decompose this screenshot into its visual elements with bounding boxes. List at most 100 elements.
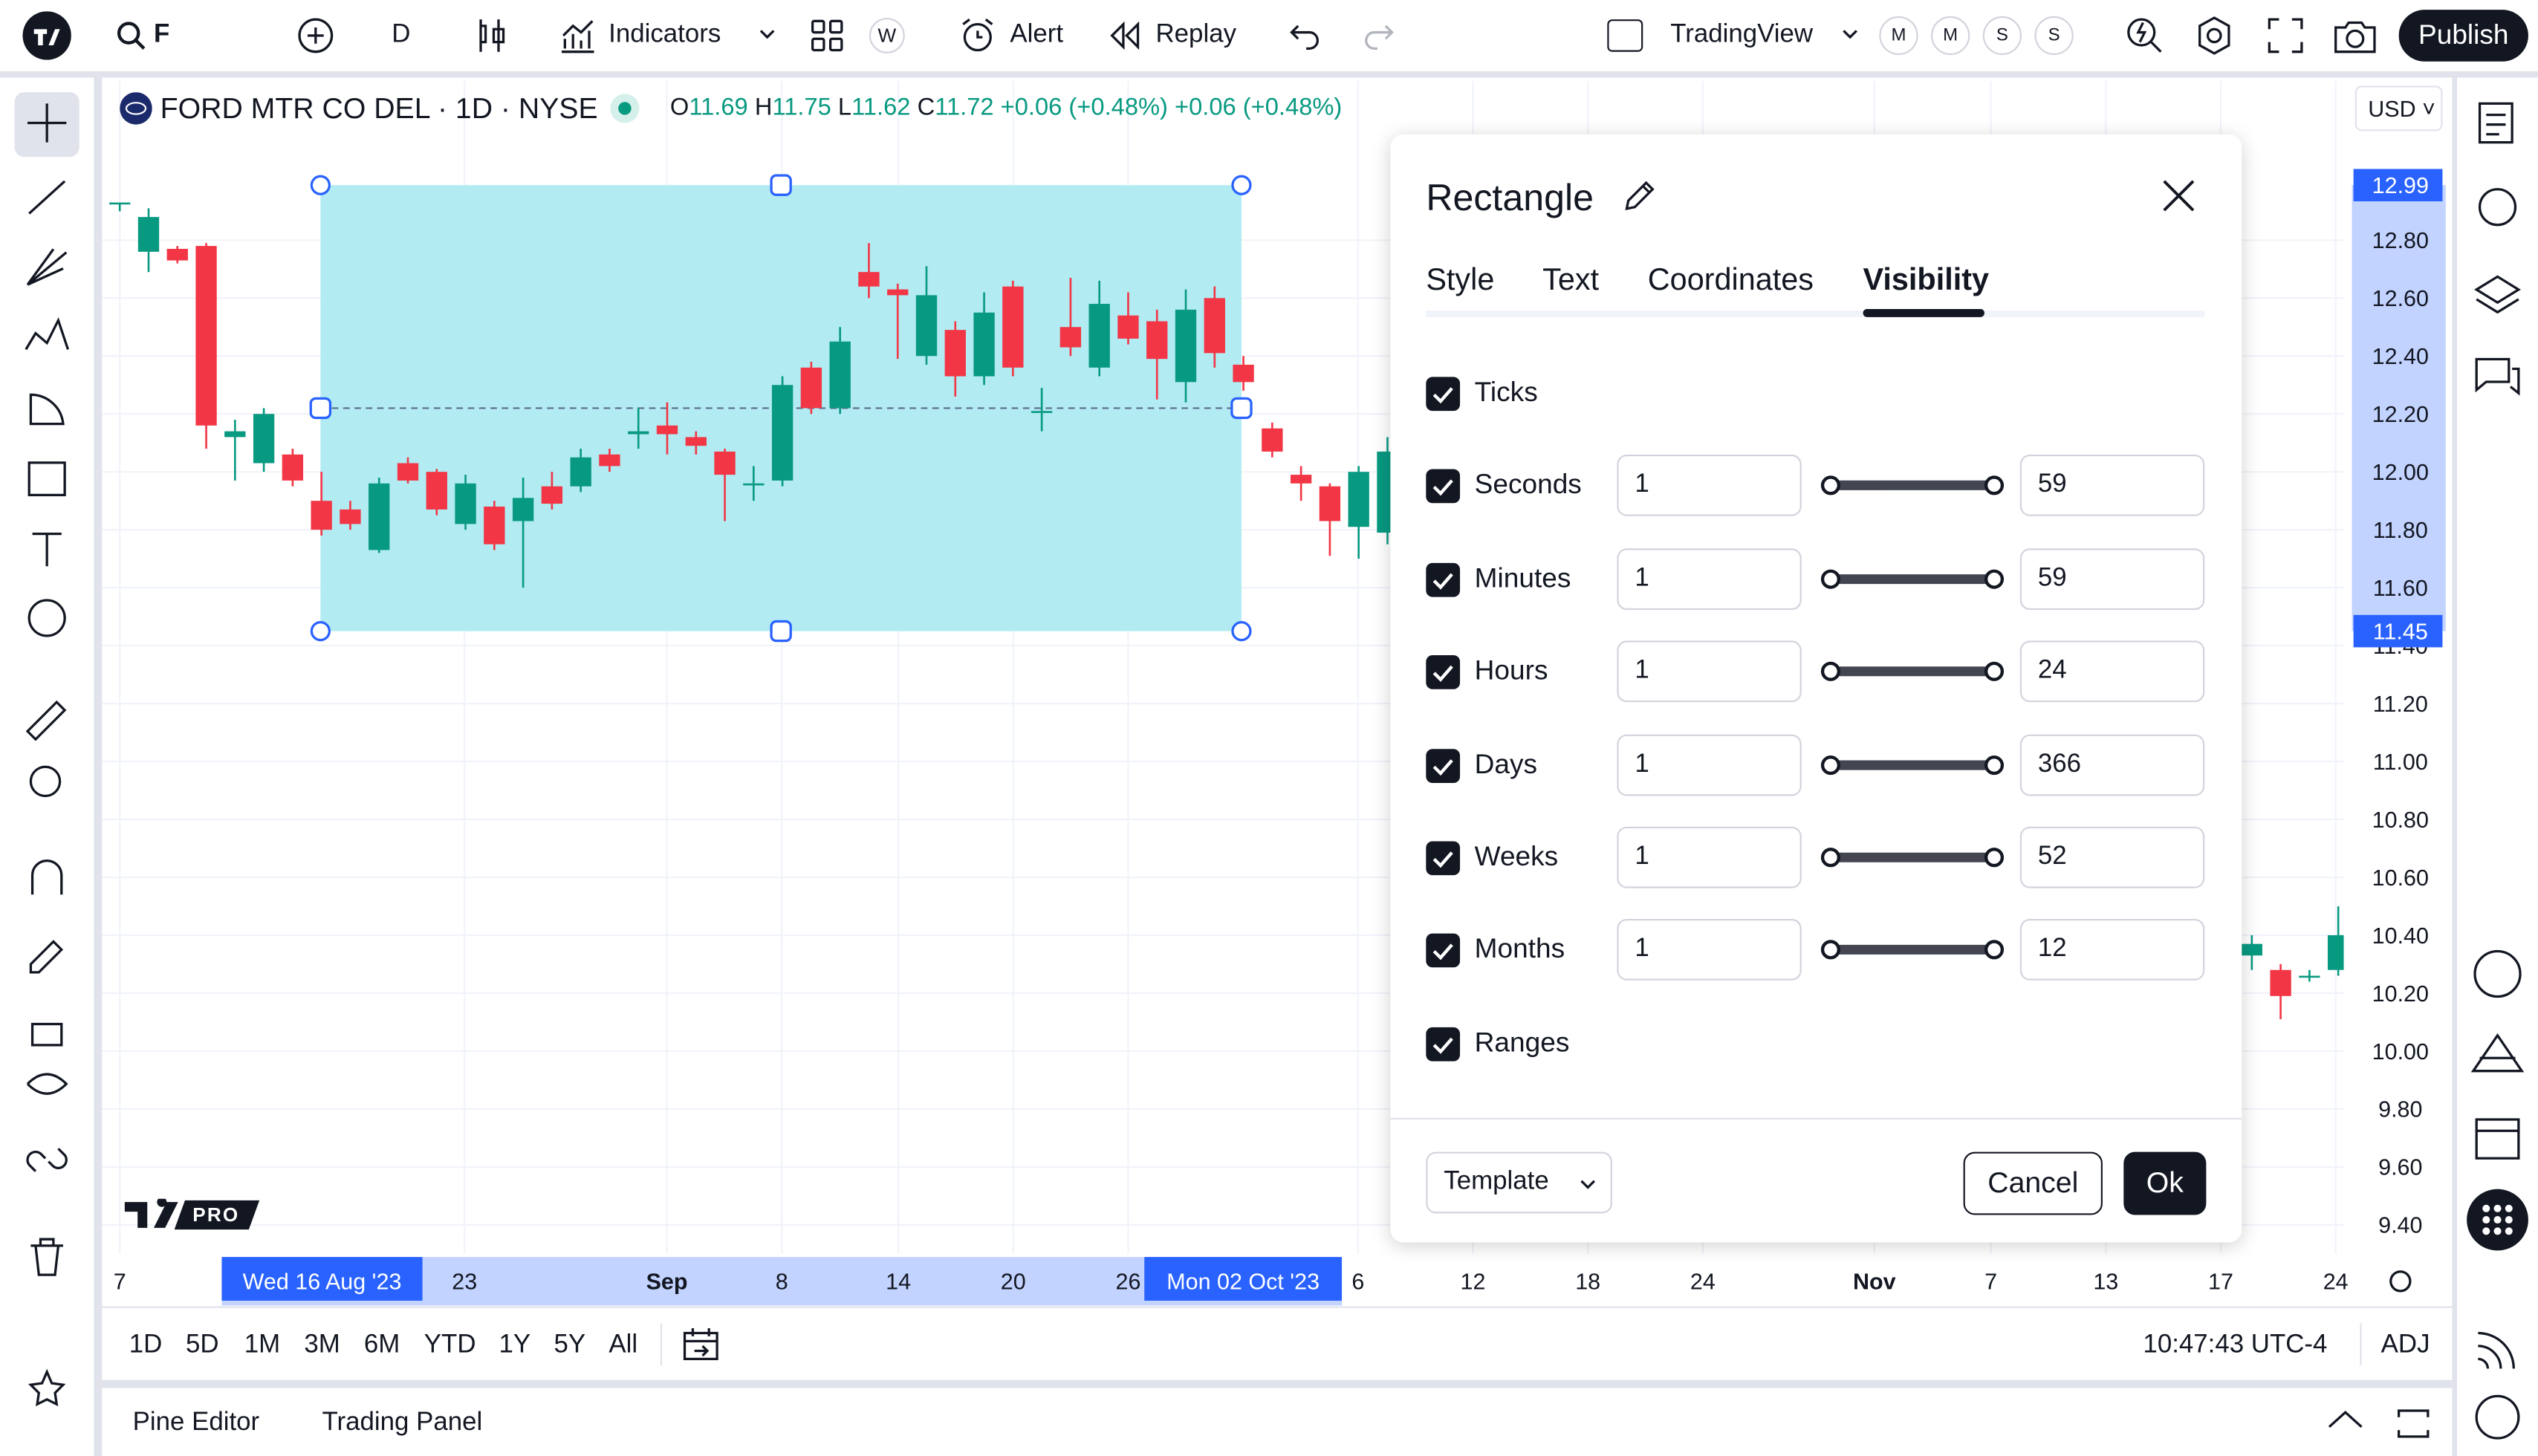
lock-tool[interactable] xyxy=(30,1022,63,1047)
bottom-tab[interactable]: Pine Editor xyxy=(132,1408,260,1437)
checkbox[interactable] xyxy=(1426,1027,1461,1062)
publish-button[interactable]: Publish xyxy=(2398,10,2528,62)
ok-button[interactable]: Ok xyxy=(2123,1151,2207,1215)
slider-handle[interactable] xyxy=(1984,569,2005,589)
undo-icon[interactable] xyxy=(1288,19,1324,52)
ideas-icon[interactable] xyxy=(2470,1033,2525,1073)
indicators-button[interactable]: Indicators xyxy=(608,21,721,49)
clock[interactable]: 10:47:43 UTC-4 xyxy=(2143,1331,2328,1359)
chat-icon[interactable] xyxy=(2475,357,2520,396)
geometric-tool[interactable] xyxy=(27,461,66,497)
delete-tool[interactable] xyxy=(30,1238,63,1276)
add-symbol-icon[interactable] xyxy=(298,18,334,53)
range-button[interactable]: All xyxy=(608,1331,638,1359)
slider-handle[interactable] xyxy=(1820,662,1841,682)
from-input[interactable]: 1 xyxy=(1617,547,1802,610)
emoji-tool[interactable] xyxy=(27,599,66,637)
slider-handle[interactable] xyxy=(1820,848,1841,868)
adjust-button[interactable]: ADJ xyxy=(2380,1331,2430,1359)
currency-button[interactable]: USD ˅ xyxy=(2354,85,2443,131)
from-input[interactable]: 1 xyxy=(1617,455,1802,517)
measure-tool[interactable] xyxy=(25,700,67,741)
symbol[interactable]: F xyxy=(153,21,170,49)
range-button[interactable]: 5D xyxy=(186,1331,219,1359)
chevron[interactable] xyxy=(758,26,777,42)
range-slider[interactable] xyxy=(1828,759,1994,770)
hide-tool[interactable] xyxy=(26,1073,68,1095)
slider-handle[interactable] xyxy=(1820,569,1841,589)
interval[interactable]: D xyxy=(392,21,411,49)
to-input[interactable]: 59 xyxy=(2019,455,2205,517)
alerts-icon[interactable] xyxy=(2478,188,2517,227)
alert-button[interactable]: Alert xyxy=(1010,21,1064,49)
trend-line-tool[interactable] xyxy=(28,180,66,215)
watchlist-icon[interactable] xyxy=(2478,102,2513,144)
favorites-tool[interactable] xyxy=(27,1368,66,1407)
checkbox[interactable] xyxy=(1426,377,1461,412)
fullscreen-icon[interactable] xyxy=(2266,16,2305,55)
maximize-icon[interactable] xyxy=(2395,1408,2431,1440)
rename-icon[interactable] xyxy=(1622,178,1658,214)
snapshot-icon[interactable] xyxy=(2332,16,2378,55)
slider-handle[interactable] xyxy=(1820,755,1841,775)
template-dropdown[interactable]: Template xyxy=(1426,1151,1612,1214)
to-input[interactable]: 52 xyxy=(2019,826,2205,888)
from-input[interactable]: 1 xyxy=(1617,826,1802,888)
slider-handle[interactable] xyxy=(1984,848,2005,868)
layout-badge[interactable]: S xyxy=(1982,16,2022,56)
fib-tool[interactable] xyxy=(26,248,68,286)
to-input[interactable]: 59 xyxy=(2019,547,2205,610)
layout-icon[interactable] xyxy=(1607,19,1643,52)
checkbox[interactable] xyxy=(1426,469,1461,504)
from-input[interactable]: 1 xyxy=(1617,919,1802,981)
crosshair-tool[interactable] xyxy=(27,103,67,143)
to-input[interactable]: 366 xyxy=(2019,733,2205,796)
close-button[interactable] xyxy=(2161,178,2196,214)
range-button[interactable]: 6M xyxy=(363,1331,400,1359)
checkbox[interactable] xyxy=(1426,934,1461,969)
range-slider[interactable] xyxy=(1828,573,1994,584)
symbol-title[interactable]: FORD MTR CO DEL · 1D · NYSE xyxy=(160,92,598,125)
range-button[interactable]: 1D xyxy=(129,1331,163,1359)
range-slider[interactable] xyxy=(1828,481,1994,491)
date-range-icon[interactable] xyxy=(681,1327,720,1362)
slider-handle[interactable] xyxy=(1984,662,2005,682)
replay-button[interactable]: Replay xyxy=(1155,21,1237,49)
layout-badge[interactable]: M xyxy=(1931,16,1970,56)
slider-handle[interactable] xyxy=(1984,940,2005,961)
range-slider[interactable] xyxy=(1828,852,1994,862)
dialog-tab[interactable]: Style xyxy=(1426,263,1495,298)
slider-handle[interactable] xyxy=(1984,476,2005,496)
feed-icon[interactable] xyxy=(2478,1331,2515,1369)
pattern-tool[interactable] xyxy=(25,316,70,351)
indicators-icon[interactable] xyxy=(559,16,597,55)
zoom-tool[interactable] xyxy=(29,765,62,798)
chart-type-icon[interactable] xyxy=(473,16,508,55)
help-icon[interactable] xyxy=(2475,1394,2520,1440)
search-icon[interactable] xyxy=(117,21,146,50)
range-button[interactable]: 1Y xyxy=(499,1331,531,1359)
lock-draw-tool[interactable] xyxy=(29,940,64,974)
checkbox[interactable] xyxy=(1426,562,1461,597)
layers-icon[interactable] xyxy=(2474,275,2521,314)
range-button[interactable]: 3M xyxy=(304,1331,340,1359)
bottom-tab[interactable]: Trading Panel xyxy=(322,1408,483,1437)
range-button[interactable]: 1M xyxy=(244,1331,281,1359)
checkbox[interactable] xyxy=(1426,655,1461,690)
from-input[interactable]: 1 xyxy=(1617,640,1802,703)
to-input[interactable]: 12 xyxy=(2019,919,2205,981)
layouts-icon[interactable] xyxy=(809,18,845,53)
to-input[interactable]: 24 xyxy=(2019,640,2205,703)
compare-badge[interactable]: W xyxy=(869,17,905,53)
dialog-tab[interactable]: Coordinates xyxy=(1647,263,1814,298)
layout-badge[interactable]: M xyxy=(1879,16,1918,56)
link-tool[interactable] xyxy=(26,1148,68,1172)
replay-icon[interactable] xyxy=(1107,19,1143,52)
logo-icon[interactable] xyxy=(22,11,71,60)
layout-badge[interactable]: S xyxy=(2034,16,2074,56)
text-tool[interactable] xyxy=(32,533,62,567)
quick-search-icon[interactable] xyxy=(2123,15,2166,57)
market-status[interactable] xyxy=(610,94,640,123)
magnet-tool[interactable] xyxy=(30,859,63,895)
slider-handle[interactable] xyxy=(1984,755,2005,775)
